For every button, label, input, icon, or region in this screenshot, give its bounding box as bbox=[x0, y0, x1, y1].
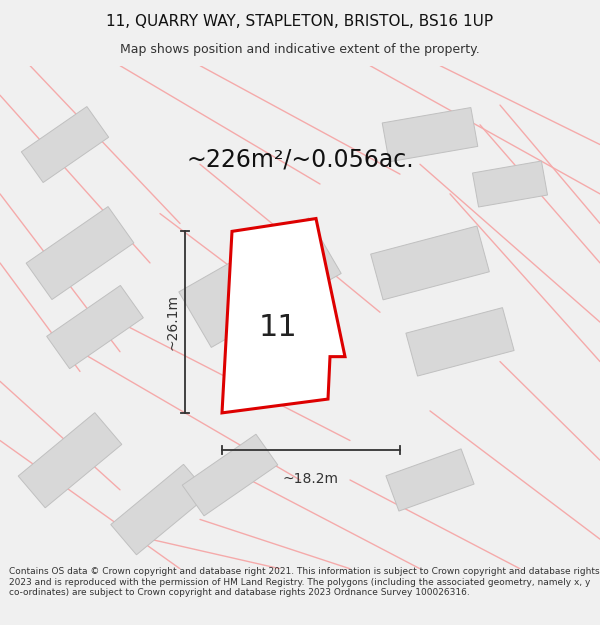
Text: ~18.2m: ~18.2m bbox=[283, 472, 339, 486]
Text: Map shows position and indicative extent of the property.: Map shows position and indicative extent… bbox=[120, 42, 480, 56]
Polygon shape bbox=[22, 106, 109, 182]
Text: ~226m²/~0.056ac.: ~226m²/~0.056ac. bbox=[186, 148, 414, 171]
Text: ~26.1m: ~26.1m bbox=[166, 294, 180, 350]
Polygon shape bbox=[406, 308, 514, 376]
Text: 11, QUARRY WAY, STAPLETON, BRISTOL, BS16 1UP: 11, QUARRY WAY, STAPLETON, BRISTOL, BS16… bbox=[106, 14, 494, 29]
Polygon shape bbox=[222, 219, 345, 413]
Polygon shape bbox=[26, 207, 134, 299]
Text: 11: 11 bbox=[259, 312, 298, 341]
Polygon shape bbox=[179, 218, 341, 348]
Polygon shape bbox=[18, 412, 122, 508]
Polygon shape bbox=[371, 226, 490, 300]
Polygon shape bbox=[47, 286, 143, 369]
Polygon shape bbox=[111, 464, 209, 555]
Polygon shape bbox=[382, 107, 478, 162]
Polygon shape bbox=[472, 161, 548, 207]
Text: Contains OS data © Crown copyright and database right 2021. This information is : Contains OS data © Crown copyright and d… bbox=[9, 568, 599, 598]
Polygon shape bbox=[182, 434, 278, 516]
Polygon shape bbox=[386, 449, 474, 511]
